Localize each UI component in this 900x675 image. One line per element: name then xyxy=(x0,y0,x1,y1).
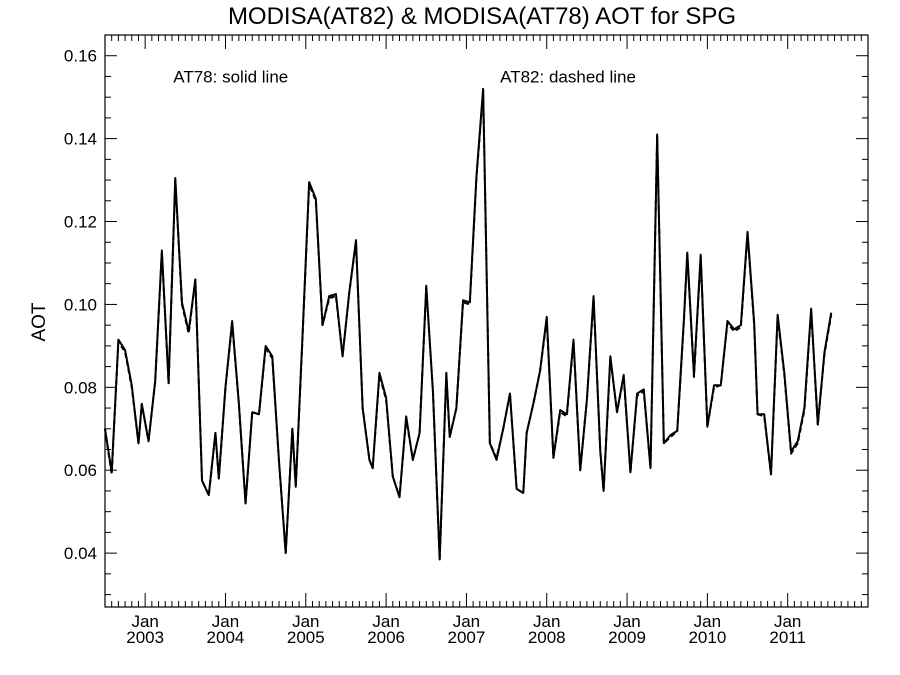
y-tick-label: 0.06 xyxy=(64,461,97,480)
x-tick-label-month: Jan xyxy=(131,612,158,631)
y-tick-label: 0.16 xyxy=(64,47,97,66)
y-tick-label: 0.08 xyxy=(64,378,97,397)
legend-annotation: AT78: solid line xyxy=(173,68,288,87)
plot-area: 0.040.060.080.100.120.140.16Jan2003Jan20… xyxy=(64,34,869,647)
x-tick-label-month: Jan xyxy=(372,612,399,631)
series-line-at82 xyxy=(104,89,833,561)
x-tick-label-year: 2008 xyxy=(528,628,566,647)
y-axis-label: AOT xyxy=(29,302,50,341)
x-tick-label-month: Jan xyxy=(453,612,480,631)
x-tick-label-year: 2004 xyxy=(207,628,245,647)
x-tick-label-month: Jan xyxy=(292,612,319,631)
x-tick-label-year: 2009 xyxy=(608,628,646,647)
x-tick-label-month: Jan xyxy=(694,612,721,631)
x-tick-label-year: 2003 xyxy=(126,628,164,647)
x-tick-label-month: Jan xyxy=(774,612,801,631)
x-tick-label-year: 2011 xyxy=(769,628,806,647)
y-tick-label: 0.04 xyxy=(64,544,97,563)
y-tick-label: 0.12 xyxy=(64,213,97,232)
legend-annotation: AT82: dashed line xyxy=(500,68,636,87)
x-tick-label-year: 2006 xyxy=(367,628,405,647)
y-tick-label: 0.14 xyxy=(64,130,97,149)
x-tick-label-month: Jan xyxy=(613,612,640,631)
x-tick-label-month: Jan xyxy=(212,612,239,631)
chart-title: MODISA(AT82) & MODISA(AT78) AOT for SPG xyxy=(228,3,736,30)
x-tick-label-month: Jan xyxy=(533,612,560,631)
x-tick-label-year: 2005 xyxy=(287,628,325,647)
x-tick-label-year: 2007 xyxy=(448,628,486,647)
y-tick-label: 0.10 xyxy=(64,295,97,314)
x-tick-label-year: 2010 xyxy=(688,628,726,647)
